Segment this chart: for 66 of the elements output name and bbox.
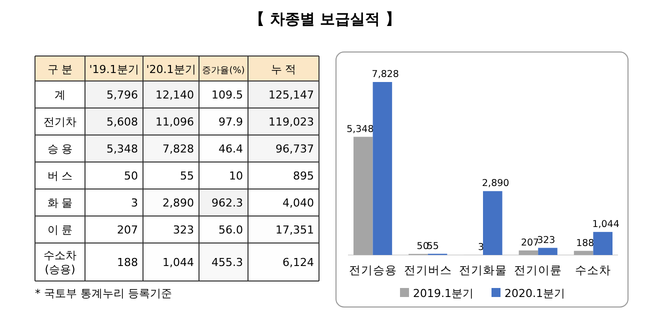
data-label: 207 (520, 237, 540, 248)
y-tick-label: 계 (54, 88, 66, 102)
data-label: 56.0 (218, 224, 243, 236)
data-label: 3 (131, 196, 138, 210)
x-tick-label: '20.1분기 (146, 63, 196, 76)
data-label: 7,828 (162, 142, 194, 156)
bar (518, 250, 538, 255)
data-label: 1,044 (592, 218, 620, 230)
data-label: 7,828 (372, 69, 399, 80)
x-tick-label: 전기이륜 (514, 263, 562, 277)
data-label: 125,147 (268, 88, 314, 102)
chart-title: 【 차종별 보급실적 】 (250, 10, 400, 28)
bar (483, 191, 502, 255)
data-label: 50 (124, 170, 138, 182)
data-label: 97.9 (218, 116, 243, 128)
data-label: 5,608 (106, 116, 138, 128)
y-tick-label: 버 스 (47, 170, 73, 182)
data-label: 2,890 (482, 178, 510, 190)
data-label: 323 (173, 224, 194, 236)
x-tick-label: 누 적 (270, 63, 296, 76)
bar (574, 250, 594, 255)
bar (538, 248, 558, 255)
x-tick-label: 수소차 (575, 263, 612, 277)
data-label: 10 (229, 170, 243, 182)
data-label: 188 (117, 256, 138, 269)
data-label: 96,737 (276, 142, 314, 156)
y-tick-label: 이 륜 (47, 224, 73, 236)
x-tick-label: 전기승용 (348, 263, 397, 277)
data-label: 2,890 (162, 196, 194, 210)
data-label: 109.5 (212, 88, 243, 102)
data-label: 3 (478, 242, 484, 253)
data-label: 4,040 (282, 196, 314, 210)
data-label: 12,140 (156, 88, 194, 102)
legend-label: 2019.1분기 (413, 287, 474, 300)
y-axis-title: 구 분 (47, 63, 73, 76)
text: * 국토부 통계누리 등록기준 (35, 287, 172, 300)
y-tick-label: 화 물 (47, 196, 73, 210)
data-label: 323 (537, 234, 556, 246)
data-label: 11,096 (156, 116, 194, 128)
data-label: 188 (576, 238, 594, 249)
data-label: 895 (293, 170, 314, 182)
data-label: 55 (180, 170, 194, 182)
data-label: 5,348 (106, 142, 138, 156)
data-label: 1,044 (162, 256, 194, 269)
bar (354, 136, 373, 255)
data-label: 207 (117, 224, 138, 236)
y-tick-label: 전기차 (44, 116, 76, 128)
x-tick-label: '19.1분기 (89, 63, 139, 76)
data-label: 962.3 (212, 196, 243, 210)
data-label: 119,023 (268, 116, 314, 128)
y-tick-label: 수소차 (승용) (44, 249, 76, 276)
bar (593, 232, 612, 255)
data-label: 55 (426, 240, 439, 252)
data-label: 17,351 (276, 224, 314, 236)
x-tick-label: 증가율(%) (202, 66, 245, 76)
data-label: 5,348 (346, 124, 374, 135)
legend-label: 2020.1분기 (504, 287, 565, 300)
bar (372, 82, 392, 255)
data-label: 6,124 (282, 256, 314, 269)
x-tick-label: 전기버스 (404, 263, 452, 277)
x-tick-label: 전기화물 (459, 263, 507, 277)
data-label: 46.4 (218, 142, 243, 156)
data-label: 455.3 (212, 256, 243, 269)
data-label: 50 (416, 240, 429, 252)
y-tick-label: 승 용 (47, 142, 73, 156)
data-label: 5,796 (106, 88, 138, 102)
